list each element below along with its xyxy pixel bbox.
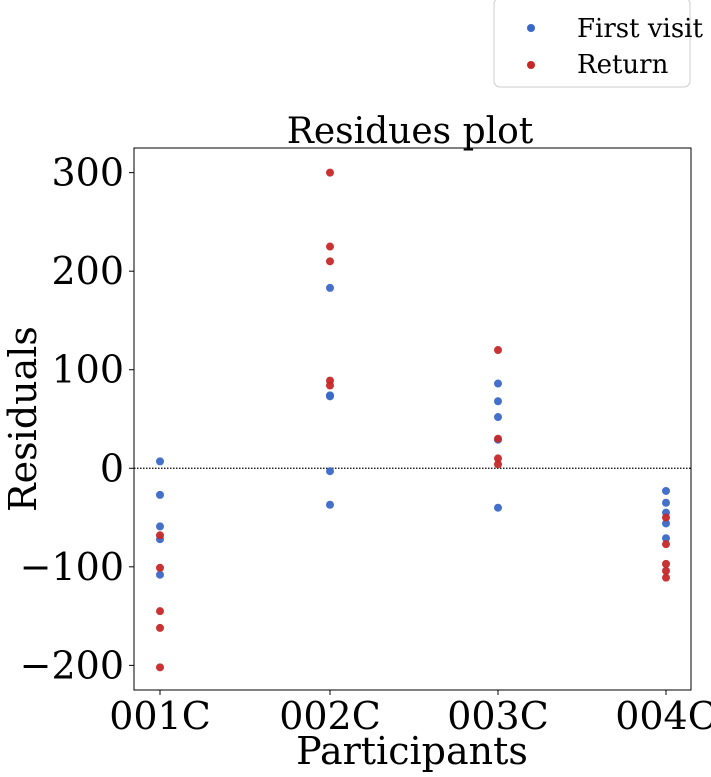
first-visit-point: [326, 283, 334, 292]
data-points: [156, 168, 670, 672]
y-tick-label: −200: [20, 643, 124, 687]
x-tick-label: 004C: [615, 694, 711, 738]
return-point: [326, 381, 334, 390]
first-visit-point: [156, 457, 164, 466]
return-point: [662, 559, 670, 568]
first-visit-point: [326, 392, 334, 401]
legend-marker-return: [527, 61, 535, 69]
first-visit-point: [326, 467, 334, 476]
return-point: [494, 460, 502, 469]
y-tick-label: 300: [51, 151, 124, 195]
x-tick-label: 003C: [447, 694, 549, 738]
plot-area: [133, 147, 692, 691]
first-visit-point: [156, 522, 164, 531]
return-point: [494, 346, 502, 355]
return-point: [662, 566, 670, 575]
return-point: [326, 168, 334, 177]
y-tick-label: 100: [51, 348, 124, 392]
return-point: [494, 434, 502, 443]
x-ticks: 001C 002C 003C 004C: [109, 690, 711, 738]
return-point: [662, 573, 670, 582]
y-tick-label: −100: [20, 545, 124, 589]
return-point: [156, 563, 164, 572]
legend-label-return: Return: [577, 50, 669, 80]
first-visit-point: [662, 534, 670, 543]
return-point: [326, 242, 334, 251]
first-visit-point: [494, 503, 502, 512]
legend-box: [493, 0, 691, 88]
legend-marker-first-visit: [527, 24, 535, 32]
return-point: [156, 607, 164, 616]
return-point: [326, 257, 334, 266]
return-point: [156, 531, 164, 540]
y-tick-label: 200: [51, 249, 124, 293]
first-visit-point: [494, 413, 502, 422]
first-visit-point: [156, 490, 164, 499]
x-tick-label: 002C: [279, 694, 381, 738]
first-visit-point: [494, 379, 502, 388]
return-point: [156, 663, 164, 672]
x-axis-title: Participants: [296, 729, 528, 773]
x-tick-label: 001C: [109, 694, 211, 738]
y-tick-label: 0: [100, 446, 124, 490]
legend-label-first-visit: First visit: [577, 14, 704, 44]
first-visit-point: [156, 570, 164, 579]
y-axis-title: Residuals: [1, 326, 45, 512]
chart-title: Residues plot: [287, 111, 534, 152]
first-visit-point: [326, 500, 334, 509]
y-ticks: −200 −100 0 100 200 300: [20, 151, 134, 687]
first-visit-point: [662, 519, 670, 528]
return-point: [156, 623, 164, 632]
return-point: [662, 513, 670, 522]
return-point: [494, 454, 502, 463]
legend: First visit Return: [493, 0, 704, 88]
first-visit-point: [494, 397, 502, 406]
first-visit-point: [662, 498, 670, 507]
first-visit-point: [662, 486, 670, 495]
return-point: [662, 540, 670, 549]
